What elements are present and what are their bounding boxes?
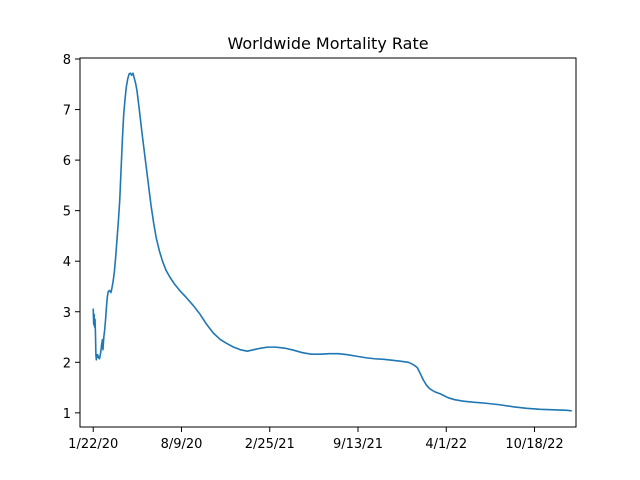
x-tick-label: 10/18/22 <box>505 437 563 452</box>
plot-frame <box>79 57 577 428</box>
chart-title: Worldwide Mortality Rate <box>227 34 428 53</box>
x-axis: 1/22/20 8/9/20 2/25/21 9/13/21 4/1/22 10/18/2… <box>68 427 564 452</box>
y-tick-label: 6 <box>63 154 71 169</box>
y-tick-label: 4 <box>63 255 71 270</box>
x-tick-label: 9/13/21 <box>333 437 383 452</box>
y-tick-label: 7 <box>63 104 71 119</box>
y-tick-label: 5 <box>63 205 71 220</box>
y-tick-label: 1 <box>63 407 71 422</box>
x-tick-label: 2/25/21 <box>245 437 295 452</box>
series-group <box>92 72 572 412</box>
y-tick-label: 2 <box>63 356 71 371</box>
y-tick-label: 3 <box>63 306 71 321</box>
y-tick-label: 8 <box>63 53 71 68</box>
x-tick-label: 8/9/20 <box>161 437 203 452</box>
y-axis: 1 2 3 4 5 6 7 8 <box>63 53 80 422</box>
series-line <box>92 72 572 412</box>
x-tick-label: 4/1/22 <box>425 437 467 452</box>
x-tick-label: 1/22/20 <box>68 437 118 452</box>
